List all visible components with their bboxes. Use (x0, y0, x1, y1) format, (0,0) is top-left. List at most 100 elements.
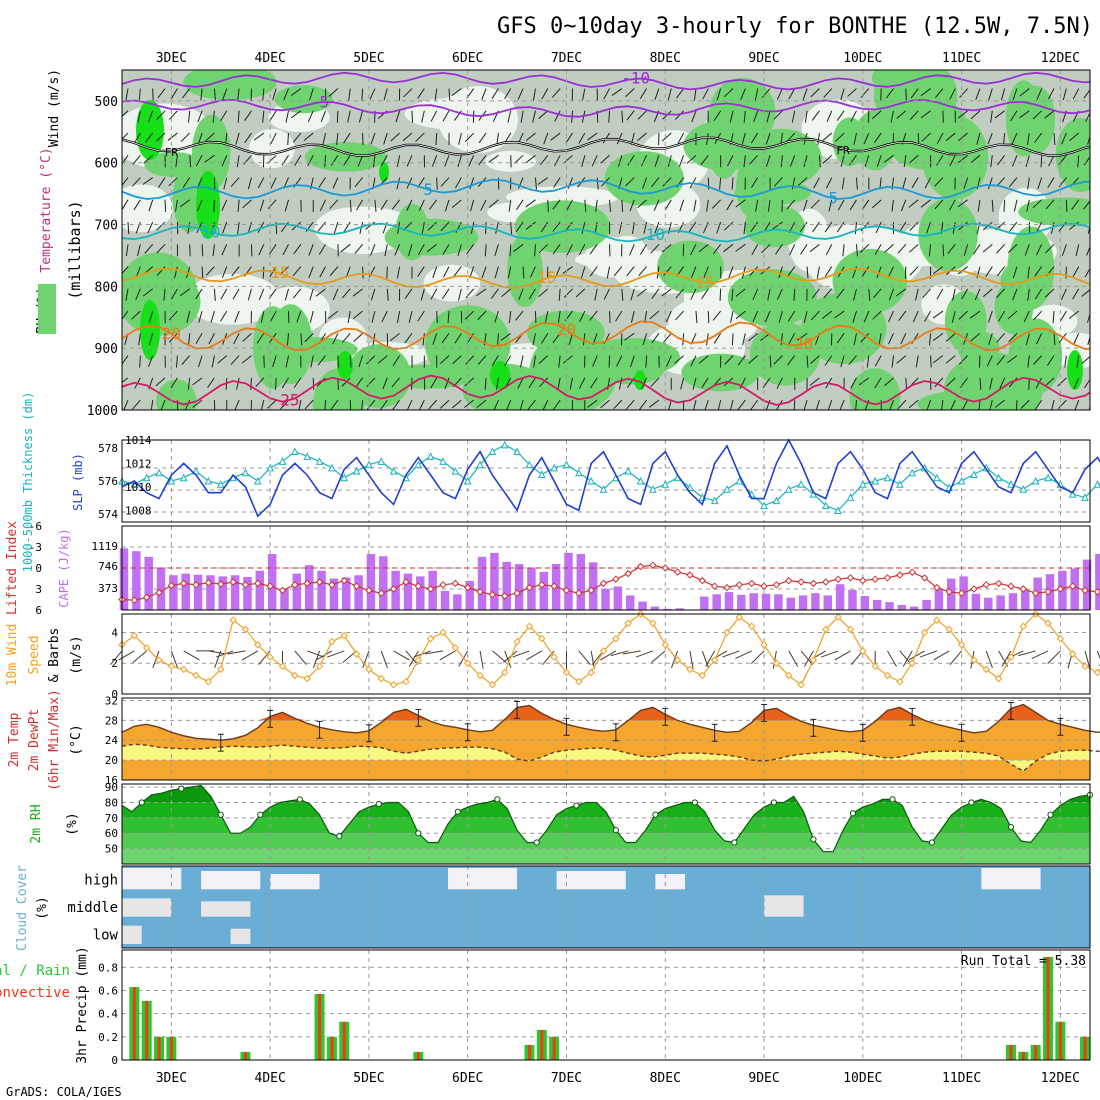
wind10-barb (439, 650, 456, 661)
wind-barb (1025, 155, 1030, 167)
wind-barb (860, 88, 870, 98)
wind-barb (131, 177, 141, 187)
wind-barb (513, 243, 524, 252)
wind-barb (430, 377, 438, 389)
wind-barb (434, 88, 438, 101)
slp-tick-label: 1008 (125, 504, 152, 517)
cape-bar (144, 556, 153, 610)
precip-convective-bar (169, 1036, 173, 1060)
wind-barb (195, 155, 203, 167)
wind-barb (430, 110, 438, 122)
lifted-index-marker (464, 583, 472, 592)
wind-barb (809, 377, 820, 386)
wind-barb (810, 355, 820, 364)
wind-barb (854, 222, 857, 235)
cape-bar (490, 552, 499, 610)
wind-barb (384, 244, 388, 257)
wind10-speed-marker (797, 681, 805, 689)
date-label-bottom: 6DEC (452, 1071, 483, 1086)
wind-barb (237, 110, 240, 123)
thickness-marker (896, 480, 904, 488)
rh-moist-patch (1008, 318, 1063, 395)
wind-barb (270, 132, 277, 145)
wind-barb (693, 88, 697, 101)
wind-barb (342, 333, 351, 343)
wind-barb (972, 244, 981, 255)
wind-barb (315, 288, 326, 297)
wind-barb (1035, 333, 1043, 345)
thickness-marker (365, 460, 373, 469)
wind-barb (891, 199, 895, 212)
wind-barb (257, 221, 265, 233)
cape-bar (193, 574, 203, 610)
wind-barb (500, 332, 512, 341)
wind-barb (488, 199, 499, 208)
lifted-index-marker (488, 590, 497, 599)
wind-barb (292, 288, 302, 299)
wind-barb (996, 355, 1006, 366)
cape-bar (774, 594, 783, 610)
thickness-marker (1019, 485, 1028, 493)
temp-contour-label: 20 (162, 324, 181, 343)
wind-barb (293, 377, 302, 389)
wind-barb (290, 88, 302, 97)
wind-barb (750, 221, 759, 233)
wind-barb (290, 110, 302, 119)
wind-barb (328, 88, 339, 97)
wind-barb (641, 155, 648, 167)
rh-marker (968, 799, 975, 806)
wind-barb (1007, 243, 1018, 253)
wind10-speed-marker (785, 671, 793, 680)
wind10-speed-marker (155, 656, 163, 664)
wind-barb (873, 132, 882, 144)
wind-barb (139, 355, 141, 368)
wind10-speed-marker (1081, 662, 1089, 671)
wind-barb (698, 355, 709, 364)
cape-bar (119, 548, 129, 610)
wind-barb (626, 110, 635, 121)
wind-barb (581, 221, 586, 234)
cape-bar (650, 606, 660, 610)
temp-grid (122, 698, 1090, 780)
wind-barb (391, 377, 401, 388)
wind-barb (885, 88, 894, 99)
wind-barb (716, 221, 722, 234)
wind-barb (616, 132, 623, 145)
wind-barb (822, 132, 833, 142)
wind-barb (749, 266, 759, 277)
wind-barb (765, 132, 771, 145)
wind-barb (624, 332, 635, 341)
wind-barb (544, 310, 549, 323)
wind-barb (1032, 110, 1043, 120)
wind-barb (810, 199, 820, 209)
wind-barb (488, 154, 499, 163)
cloud-level-label: middle (67, 900, 118, 916)
wind10-speed-marker (426, 634, 435, 643)
wind-barb (554, 110, 561, 122)
wind-barb (1052, 311, 1055, 324)
wind-barb (1009, 221, 1018, 232)
wind-barb (447, 311, 450, 324)
wind-barb (426, 243, 437, 253)
lifted-index-marker (167, 581, 176, 590)
wind-barb (999, 377, 1006, 390)
wind-barb (501, 288, 512, 297)
wind-barb (170, 288, 178, 300)
wind-barb (528, 377, 536, 389)
wind-barb (920, 110, 931, 119)
wind-barb (122, 177, 129, 187)
rh-legend-swatch (38, 284, 56, 334)
wind-barb (211, 355, 215, 368)
wind-barb (439, 399, 450, 409)
wind-barb (617, 155, 623, 167)
wind-barb (155, 132, 166, 142)
precip-tick-label: 0.6 (98, 985, 118, 998)
wind-barb (310, 355, 314, 368)
wind-barb (850, 110, 857, 122)
wind-barb (263, 355, 265, 368)
wind-barb (621, 199, 624, 212)
precip-border (121, 949, 1091, 1061)
wind-barb (811, 110, 820, 121)
wind-barb (213, 88, 216, 101)
wind-barb (234, 310, 240, 323)
